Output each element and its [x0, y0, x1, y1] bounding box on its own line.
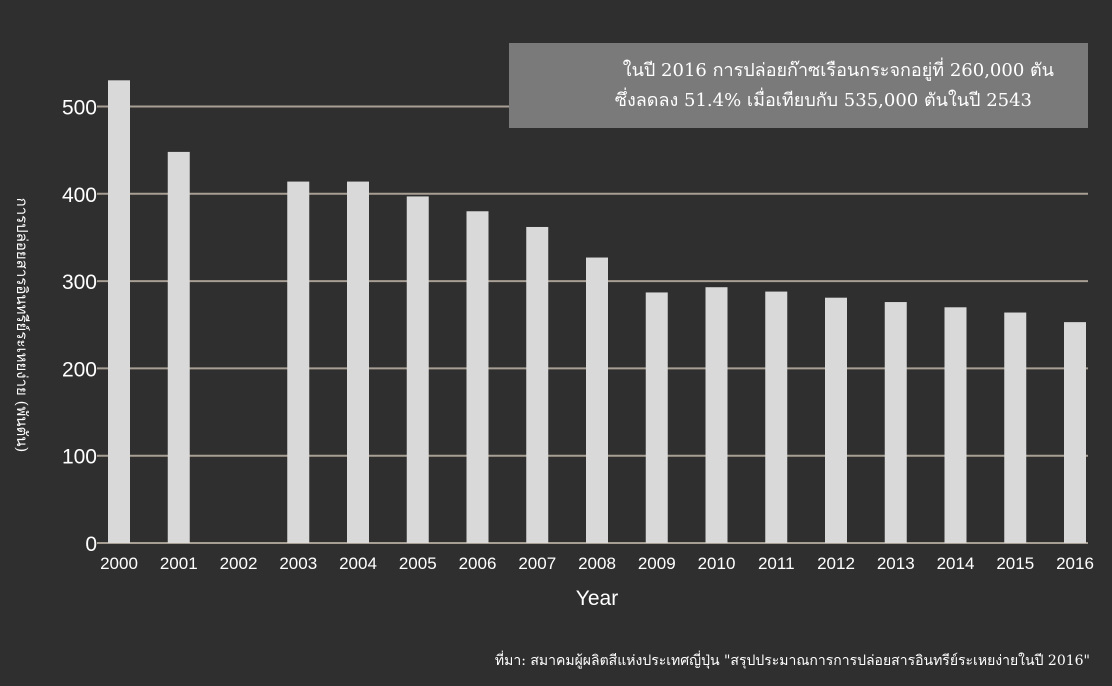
bar-2010 [705, 287, 728, 543]
y-tick-label: 200 [62, 358, 97, 381]
bar-2000 [108, 80, 130, 543]
x-tick-label: 2013 [877, 554, 915, 573]
bar-2015 [1004, 312, 1027, 543]
x-tick-label: 2009 [638, 554, 676, 573]
y-tick-label: 100 [62, 446, 97, 469]
bar-2013 [884, 302, 907, 543]
x-tick-label: 2014 [937, 554, 975, 573]
bar-2006 [466, 211, 489, 543]
y-tick-labels: 0 100 200 300 400 500 [62, 97, 97, 557]
bar-2003 [287, 181, 310, 543]
y-tick-label: 500 [62, 97, 97, 120]
bar-2012 [825, 297, 847, 543]
x-tick-label: 2002 [220, 554, 258, 573]
bar-2008 [586, 257, 608, 543]
bar-2014 [944, 307, 967, 543]
x-tick-label: 2011 [758, 554, 795, 573]
x-tick-label: 2006 [459, 554, 497, 573]
bar-2007 [526, 226, 549, 543]
x-tick-labels: 2000 2001 2002 2003 2004 2005 2006 2007 2008 2009… [100, 554, 1094, 573]
bar-2004 [347, 181, 369, 543]
bar-2005 [406, 196, 429, 543]
x-tick-label: 2007 [518, 554, 556, 573]
y-axis-label: การปล่อยสารอินทรีย์ระเหยง่าย (พันตัน) [13, 198, 31, 453]
x-tick-label: 2016 [1056, 554, 1094, 573]
x-tick-label: 2001 [160, 554, 198, 573]
bar-2001 [167, 151, 190, 543]
annotation-box: ในปี 2016 การปล่อยก๊าซเรือนกระจกอยู่ที่ … [509, 43, 1088, 128]
x-tick-label: 2003 [279, 554, 317, 573]
source-note: ที่มา: สมาคมผู้ผลิตสีแห่งประเทศญี่ปุ่น "… [494, 653, 1090, 669]
annotation-line-2: ซึ่งลดลง 51.4% เมื่อเทียบกับ 535,000 ตัน… [614, 90, 1032, 111]
bar-2011 [765, 291, 788, 543]
y-tick-label: 400 [62, 184, 97, 207]
x-tick-label: 2008 [578, 554, 616, 573]
bar-2009 [645, 292, 668, 543]
x-tick-label: 2004 [339, 554, 377, 573]
x-tick-label: 2000 [100, 554, 138, 573]
y-tick-label: 0 [85, 533, 97, 556]
annotation-line-1: ในปี 2016 การปล่อยก๊าซเรือนกระจกอยู่ที่ … [622, 60, 1054, 81]
y-tick-label: 300 [62, 271, 97, 294]
x-tick-label: 2010 [698, 554, 736, 573]
bars [108, 80, 1086, 543]
x-axis-label: Year [576, 587, 618, 610]
x-tick-label: 2005 [399, 554, 437, 573]
x-tick-label: 2015 [996, 554, 1034, 573]
bar-2016 [1064, 322, 1086, 543]
x-tick-label: 2012 [817, 554, 855, 573]
